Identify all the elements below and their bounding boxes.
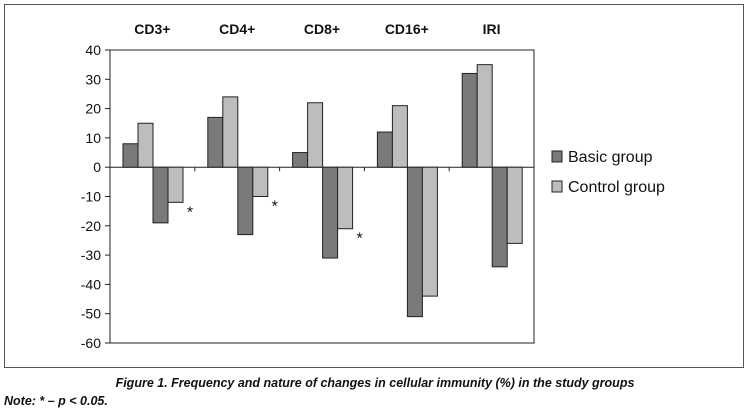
legend-swatch: [551, 150, 563, 163]
y-tick-label: 40: [85, 42, 101, 58]
bar-basic-increase: [461, 72, 478, 168]
y-tick-label: 30: [85, 71, 101, 87]
bar-basic-decrease: [322, 166, 339, 259]
y-tick-label: -20: [81, 218, 101, 234]
category-label: IRI: [483, 21, 501, 37]
bar-control-decrease: [167, 166, 184, 203]
y-tick-label: -50: [81, 306, 101, 322]
y-tick-label: -30: [81, 247, 101, 263]
figure-note: Note: * – p < 0.05.: [4, 394, 108, 408]
significance-marker: *: [272, 199, 278, 216]
chart-frame: [4, 4, 744, 368]
y-tick-label: -10: [81, 189, 101, 205]
category-label: CD16+: [385, 21, 429, 37]
category-label: CD8+: [304, 21, 340, 37]
y-tick-label: 10: [85, 130, 101, 146]
y-tick-label: -60: [81, 335, 101, 351]
legend-label: Basic group: [568, 149, 653, 166]
figure-caption: Figure 1. Frequency and nature of change…: [115, 376, 635, 390]
bar-basic-increase: [207, 116, 224, 168]
bar-basic-increase: [122, 143, 139, 168]
y-tick-label: 20: [85, 101, 101, 117]
bar-basic-decrease: [406, 166, 423, 318]
category-label: CD4+: [219, 21, 255, 37]
bar-chart: 40 30 20 10 0 -10 -20 -30 -40 -50 -60 CD3+ * CD4+ * CD8…: [81, 21, 665, 351]
bar-basic-increase: [376, 131, 393, 168]
y-tick-label: 0: [93, 159, 101, 175]
legend-label: Control group: [568, 179, 665, 196]
bar-control-increase: [307, 102, 324, 168]
bar-control-increase: [476, 64, 493, 168]
bar-control-decrease: [252, 166, 269, 197]
legend-swatch: [551, 180, 563, 193]
significance-marker: *: [187, 204, 193, 221]
bar-control-increase: [137, 122, 154, 168]
bar-basic-increase: [292, 152, 309, 168]
bar-control-decrease: [506, 166, 523, 244]
bar-basic-decrease: [237, 166, 254, 236]
y-tick-label: -40: [81, 276, 101, 292]
bar-control-increase: [391, 105, 408, 168]
category-label: CD3+: [134, 21, 170, 37]
bar-control-increase: [222, 96, 239, 168]
bar-basic-decrease: [152, 166, 169, 224]
bar-control-decrease: [337, 166, 354, 230]
significance-marker: *: [356, 231, 362, 248]
bar-control-decrease: [421, 166, 438, 297]
bar-basic-decrease: [491, 166, 508, 268]
